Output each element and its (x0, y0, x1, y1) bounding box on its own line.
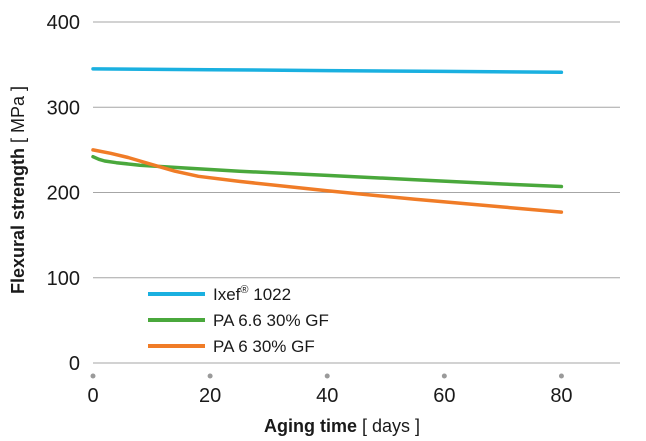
y-axis-tick-labels: 0 100 200 300 400 (47, 12, 80, 375)
y-tick-label-200: 200 (47, 183, 80, 205)
legend-label-ixef-1022-main: Ixef (213, 285, 241, 304)
x-axis-tick-markers (90, 373, 564, 379)
x-axis-title-main: Aging time (264, 416, 357, 436)
x-tick-label-80: 80 (550, 385, 572, 407)
y-axis-title: Flexural strength [ MPa ] (8, 86, 28, 294)
legend-label-ixef-1022-registered: ® (240, 284, 248, 296)
series-lines (91, 67, 564, 214)
x-tick-dot-20 (207, 373, 213, 379)
x-tick-label-40: 40 (316, 385, 338, 407)
x-tick-dot-60 (441, 373, 447, 379)
legend-label-ixef-1022-rest: 1022 (249, 285, 292, 304)
x-axis-title-unit: [ days ] (362, 416, 420, 436)
y-tick-label-300: 300 (47, 97, 80, 119)
x-tick-dot-80 (558, 373, 564, 379)
y-axis-title-main: Flexural strength (8, 148, 28, 294)
y-axis-title-unit: [ MPa ] (8, 86, 28, 143)
x-tick-dot-40 (324, 373, 330, 379)
x-tick-label-60: 60 (433, 385, 455, 407)
x-tick-dot-0 (90, 373, 96, 379)
legend-label-pa6: PA 6 30% GF (213, 337, 315, 356)
series-line-pa6-30gf (91, 148, 564, 214)
x-tick-label-20: 20 (199, 385, 221, 407)
legend-label-ixef-1022: Ixef® 1022 (213, 284, 291, 304)
y-tick-label-100: 100 (47, 268, 80, 290)
legend: Ixef® 1022 PA 6.6 30% GF PA 6 30% GF (148, 284, 329, 356)
y-tick-label-0: 0 (69, 353, 80, 375)
legend-label-pa66: PA 6.6 30% GF (213, 311, 329, 330)
series-line-ixef-1022 (91, 67, 564, 75)
x-tick-label-0: 0 (87, 385, 98, 407)
series-line-pa66-30gf (91, 154, 564, 189)
x-axis-tick-labels: 0 20 40 60 80 (87, 385, 572, 407)
y-tick-label-400: 400 (47, 12, 80, 34)
x-axis-title: Aging time [ days ] (264, 416, 420, 436)
